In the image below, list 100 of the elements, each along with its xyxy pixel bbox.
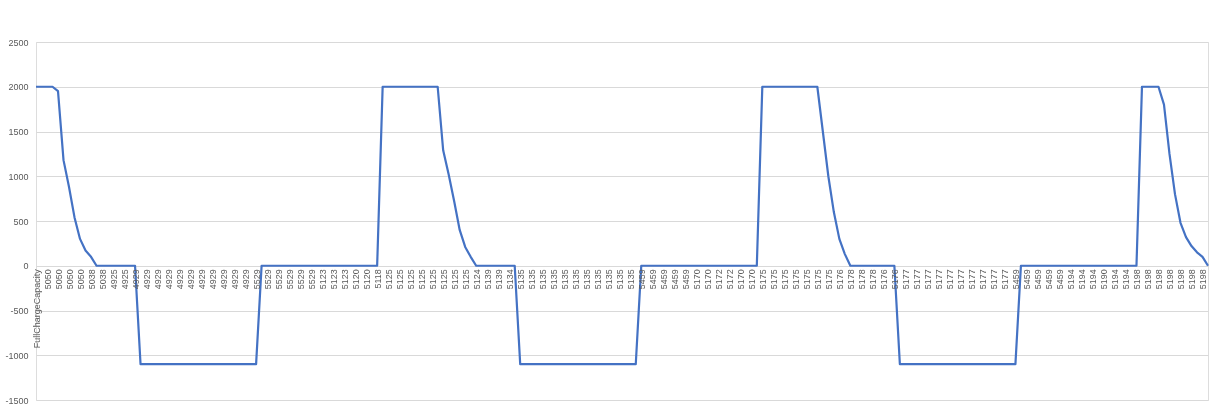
x-tick-label: 5170	[702, 269, 713, 290]
x-tick-label: 5125	[427, 269, 438, 290]
line-series	[34, 85, 1210, 366]
x-tick-label: 4929	[185, 269, 196, 290]
x-tick-label: 5198	[1142, 269, 1153, 290]
x-tick-label: 5178	[867, 269, 878, 290]
x-tick-label: 5459	[658, 269, 669, 290]
x-tick-label: 5135	[592, 269, 603, 290]
x-tick-label: 5172	[713, 269, 724, 290]
x-tick-label: 5175	[768, 269, 779, 290]
x-tick-label: 5176	[889, 269, 900, 290]
x-tick-label: 5198	[1186, 269, 1197, 290]
x-tick-label: 5176	[878, 269, 889, 290]
x-tick-label: 5459	[1021, 269, 1032, 290]
x-tick-label: 5177	[955, 269, 966, 290]
x-tick-label: FullChargeCapacity	[31, 268, 42, 349]
x-tick-label: 5135	[570, 269, 581, 290]
x-tick-label: 5135	[537, 269, 548, 290]
x-tick-label: 4929	[218, 269, 229, 290]
x-tick-label: 5135	[559, 269, 570, 290]
y-tick-label: -500	[10, 306, 29, 316]
x-tick-label: 5177	[999, 269, 1010, 290]
x-tick-label: 5135	[625, 269, 636, 290]
x-tick-label: 5459	[680, 269, 691, 290]
y-tick-label: 1000	[8, 171, 29, 182]
x-tick-label: 5198	[1198, 269, 1208, 290]
x-tick-label: 5125	[438, 269, 449, 290]
x-tick-label: 4929	[240, 269, 251, 290]
x-tick-label: 5175	[812, 269, 823, 290]
x-tick-label: 4929	[163, 269, 174, 290]
x-tick-label: 5125	[383, 269, 394, 290]
x-tick-label: 5529	[262, 269, 273, 290]
x-tick-label: 5178	[845, 269, 856, 290]
x-tick-label: 5459	[636, 269, 647, 290]
x-tick-label: 5125	[449, 269, 460, 290]
y-tick-label: -1500	[5, 395, 29, 406]
x-tick-label: 5125	[394, 269, 405, 290]
x-tick-label: 5529	[284, 269, 295, 290]
x-tick-label: 5194	[1109, 269, 1120, 290]
x-tick-label: 5175	[801, 269, 812, 290]
x-tick-label: 5170	[735, 269, 746, 290]
x-tick-label: 4929	[152, 269, 163, 290]
x-tick-label: 4929	[229, 269, 240, 290]
x-tick-label: 5177	[944, 269, 955, 290]
x-tick-label: 5050	[64, 269, 75, 290]
x-tick-label: 5172	[724, 269, 735, 290]
x-tick-label: 5050	[53, 269, 64, 290]
x-tick-label: 5135	[515, 269, 526, 290]
x-tick-label: 5123	[317, 269, 328, 290]
x-tick-label: 4929	[130, 269, 141, 290]
x-tick-label: 5177	[911, 269, 922, 290]
x-tick-label: 5134	[504, 269, 515, 290]
y-tick-label: 2500	[8, 37, 29, 48]
x-tick-label: 5139	[493, 269, 504, 290]
x-tick-label: 5459	[1010, 269, 1021, 290]
x-tick-label: 5135	[614, 269, 625, 290]
y-tick-label: 1500	[8, 127, 29, 137]
x-tick-label: 5177	[988, 269, 999, 290]
x-tick-label: 5050	[75, 269, 86, 290]
x-tick-label: 5135	[603, 269, 614, 290]
x-tick-label: 5194	[1076, 269, 1087, 290]
x-tick-label: 5123	[339, 269, 350, 290]
x-tick-label: 5198	[1153, 269, 1164, 290]
x-tick-label: 4929	[207, 269, 218, 290]
y-tick-label: 500	[13, 216, 29, 227]
x-tick-label: 5198	[1175, 269, 1186, 290]
x-tick-label: 5176	[834, 269, 845, 290]
x-tick-label: 5177	[933, 269, 944, 290]
x-tick-label: 5529	[273, 269, 284, 290]
x-tick-label: 5125	[416, 269, 427, 290]
x-tick-label: 5123	[328, 269, 339, 290]
x-tick-label: 5120	[361, 269, 372, 290]
x-tick-label: 5194	[1087, 269, 1098, 290]
x-tick-label: 5529	[251, 269, 262, 290]
x-tick-label: 5459	[669, 269, 680, 290]
x-tick-label: 5175	[823, 269, 834, 290]
x-tick-label: 4929	[196, 269, 207, 290]
x-tick-label: 5459	[1032, 269, 1043, 290]
x-tick-label: 4925	[108, 269, 119, 290]
x-tick-label: 5529	[295, 269, 306, 290]
x-tick-label: 5125	[405, 269, 416, 290]
x-tick-label: 5170	[746, 269, 757, 290]
x-tick-label: 5139	[482, 269, 493, 290]
x-tick-label: 5177	[922, 269, 933, 290]
x-tick-label: 5120	[350, 269, 361, 290]
x-tick-label: 5118	[372, 269, 383, 289]
x-tick-label: 5190	[1098, 269, 1109, 290]
x-tick-label: 5124	[471, 269, 482, 290]
x-tick-label: 5135	[581, 269, 592, 290]
y-tick-label: 2000	[8, 82, 29, 93]
x-tick-label: 5170	[691, 269, 702, 290]
x-tick-label: 4925	[119, 269, 130, 290]
x-tick-label: 5038	[86, 269, 97, 290]
x-tick-label: 5194	[1120, 269, 1131, 290]
x-tick-label: 5038	[97, 269, 108, 290]
x-tick-label: 5198	[1131, 269, 1142, 290]
x-tick-label: 5194	[1065, 269, 1076, 290]
x-tick-label: 5177	[900, 269, 911, 290]
x-tick-label: 5177	[977, 269, 988, 290]
x-tick-label: 5175	[790, 269, 801, 290]
